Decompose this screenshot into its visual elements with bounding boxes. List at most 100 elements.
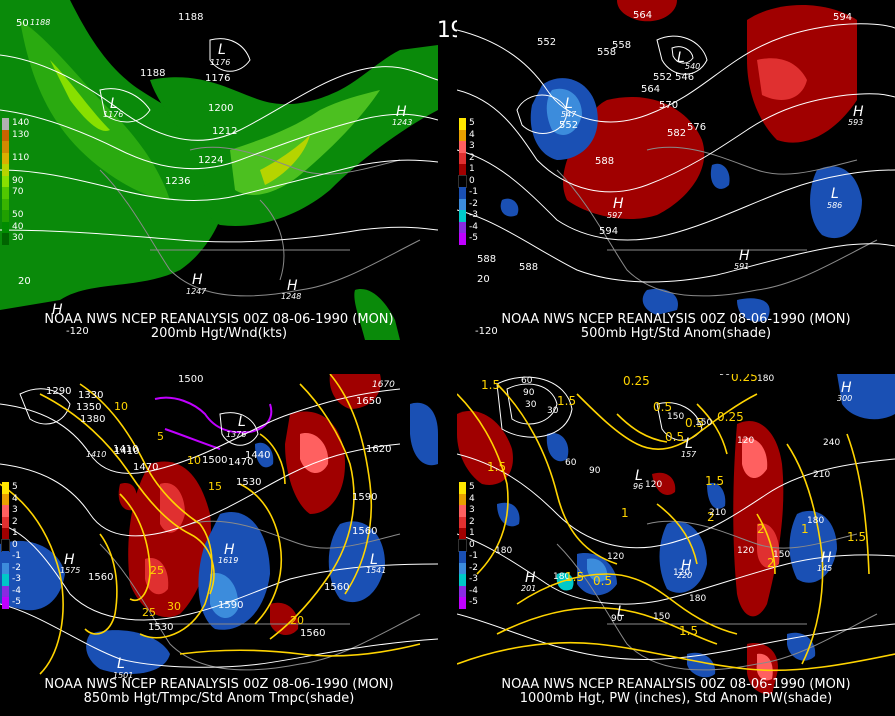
legend-swatch [2, 198, 9, 210]
legend-swatch [459, 221, 466, 233]
anom-shade-red [617, 0, 677, 22]
temp-label: 5 [157, 430, 164, 443]
contour-label: 120 [737, 546, 755, 556]
high-center-value: 220 [677, 571, 693, 580]
pw-label: 1.5 [705, 474, 725, 488]
pw-label: 1 [801, 522, 809, 536]
jet-shade-south [354, 289, 400, 340]
anom-shade-blue [707, 482, 726, 509]
legend-label: -5 [12, 597, 21, 608]
legend-1000mb: 5 4 3 2 1 0 -1 -2 -3 -4 -5 [458, 482, 478, 609]
contour-label: 120 [607, 552, 625, 562]
contour-label: 1188 [140, 68, 166, 79]
legend-swatch [459, 198, 466, 210]
high-center-marker: H [525, 570, 536, 586]
contour-label: 1410 [114, 446, 140, 457]
legend-label: 3 [12, 505, 18, 516]
contour-label: 1590 [218, 600, 244, 611]
contour-label: 240 [823, 438, 841, 448]
legend-label: 90 [12, 175, 24, 186]
jet-core-2 [260, 135, 310, 185]
pw-label: 2 [757, 522, 765, 536]
legend-label: -4 [469, 585, 478, 596]
high-center-marker: H [821, 550, 832, 566]
pw-label: 1.5 [679, 624, 699, 638]
legend-swatch [2, 141, 9, 153]
legend-label: 0 [469, 539, 475, 550]
contour-label: 1188 [178, 12, 204, 23]
legend-500mb: 5 4 3 2 1 0 -1 -2 -3 -4 -5 [458, 118, 478, 245]
anom-shade-blue [789, 510, 837, 583]
contour-label: 150 [773, 550, 791, 560]
contour-label: 588 [595, 156, 615, 167]
pw-label: 1.5 [557, 394, 577, 408]
legend-swatch [2, 574, 9, 586]
contour-label: 564 [641, 84, 661, 95]
legend-swatch [459, 528, 466, 540]
anom-shade-red-light [145, 558, 169, 595]
low-center-marker: L [565, 96, 573, 112]
high-center-value: 1619 [218, 556, 239, 565]
lat-label: 20 [477, 274, 490, 285]
legend-label: -3 [469, 210, 478, 221]
contour-label: 1500 [202, 455, 228, 466]
legend-swatch [459, 505, 466, 517]
contour-label: 564 [633, 10, 653, 21]
contour-label: 1560 [324, 582, 350, 593]
contour-label: 30 [525, 400, 537, 410]
panel-caption-line2: 200mb Hgt/Wnd(kts) [150, 326, 288, 341]
panel-500mb: 564 594 552 558 558 552 546 564 570 576 … [457, 0, 895, 340]
anom-shade-blue [500, 198, 519, 217]
anom-shade-blue [710, 163, 730, 189]
contour-label: 1590 [352, 492, 378, 503]
pw-label: 0.5 [593, 574, 613, 588]
legend-swatch [459, 152, 466, 164]
contour-label: 1380 [80, 414, 106, 425]
legend-label: 140 [12, 118, 30, 129]
legend-label: 70 [12, 187, 24, 198]
high-center-marker: H [192, 272, 203, 288]
legend-swatch [2, 164, 9, 176]
anom-shade-blue [787, 632, 816, 661]
anom-shade-red [652, 472, 676, 495]
legend-label: 0 [469, 175, 475, 186]
legend-label: 5 [12, 482, 18, 493]
legend-swatch [459, 574, 466, 586]
panel-caption-line2: 500mb Hgt/Std Anom(shade) [580, 326, 772, 341]
contour-label: 30 [547, 406, 559, 416]
contour-label: 594 [599, 226, 619, 237]
legend-swatch [459, 516, 466, 528]
pw-label: 0.25 [717, 410, 744, 424]
contour-label: 1410 [113, 444, 139, 455]
legend-swatch [2, 210, 9, 222]
temp-label: 20 [290, 614, 304, 627]
pw-label: 2 [707, 510, 715, 524]
contour-label: 594 [833, 12, 853, 23]
lat-label: 50 [16, 18, 29, 29]
anom-shade-blue-light [587, 558, 608, 582]
legend-label: 3 [469, 141, 475, 152]
contour-label: 1236 [165, 176, 191, 187]
contour-label: 1560 [352, 526, 378, 537]
jet-core-1 [50, 60, 110, 131]
temp-label: 25 [142, 606, 156, 619]
map-1000mb [457, 374, 895, 695]
panel-1000mb: 60 90 30 30 180 90 0.25 0.25 0.5 0.5 0.5… [457, 374, 895, 714]
legend-label: 2 [469, 152, 475, 163]
contour-label: 588 [477, 254, 497, 265]
legend-label: -2 [469, 562, 478, 573]
panel-200mb: 1188 1188 1176 1176 1200 1212 1224 1236 … [0, 0, 438, 340]
legend-200mb: 140 130 110 90 70 50 40 30 [2, 118, 29, 245]
low-center-value: 1501 [113, 671, 134, 680]
pw-label: 1.5 [847, 530, 867, 544]
anom-shade-blue [497, 502, 520, 527]
anom-shade-red [270, 602, 299, 636]
low-center-marker: L [831, 186, 839, 202]
contour-label: 558 [597, 47, 617, 58]
legend-label: 2 [12, 516, 18, 527]
low-center-value: 540 [685, 62, 701, 71]
legend-label: -3 [469, 574, 478, 585]
contour-label: 180 [495, 546, 513, 556]
contour-label: 1176 [210, 58, 231, 67]
high-center-marker: H [841, 380, 852, 396]
